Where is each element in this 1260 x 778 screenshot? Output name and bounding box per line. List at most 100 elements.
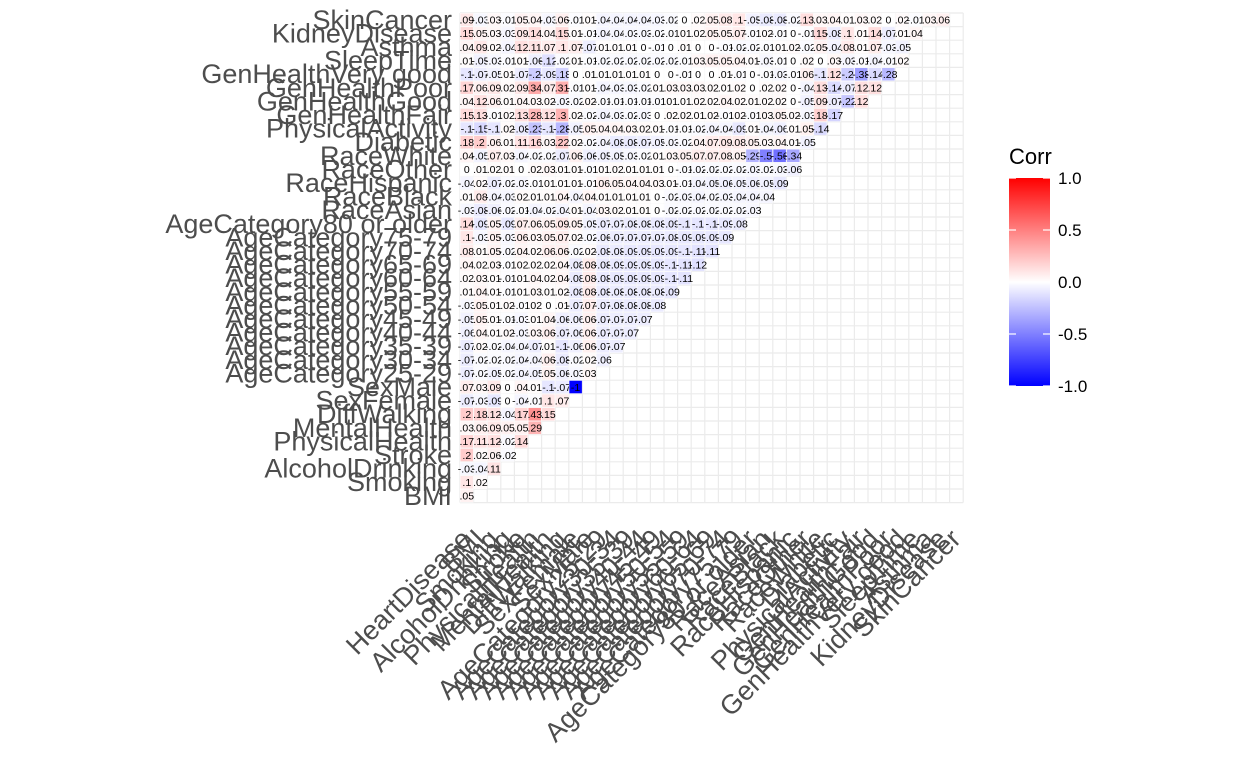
heatmap-cell (623, 53, 637, 68)
heatmap-cell (650, 40, 664, 54)
cell-value-label: -.04 (485, 191, 503, 203)
heatmap-cell (664, 271, 678, 285)
cell-value-label: -.02 (703, 191, 721, 203)
cell-value-label: -.02 (526, 151, 544, 163)
heatmap-cell (596, 285, 610, 299)
cell-value-label: .12 (473, 96, 488, 108)
cell-value-label: -.01 (879, 55, 897, 67)
cell-value-label: .06 (799, 69, 814, 81)
heatmap-cell (487, 121, 501, 136)
heatmap-cell (500, 380, 515, 394)
cell-value-label: -.02 (675, 137, 693, 149)
heatmap-cell (636, 108, 651, 122)
heatmap-cell (555, 53, 569, 68)
cell-value-label: -.02 (662, 55, 680, 67)
cell-value-label: .01 (487, 327, 502, 339)
cell-value-label: .01 (527, 314, 542, 326)
cell-value-label: .11 (514, 137, 528, 149)
cell-value-label: .03 (473, 382, 488, 394)
cell-value-label: .05 (514, 15, 529, 27)
heatmap-cell (500, 94, 515, 109)
heatmap-cell (704, 217, 719, 231)
cell-value-label: -.01 (580, 178, 598, 190)
cell-value-label: -.06 (567, 327, 585, 339)
heatmap-cell (596, 339, 610, 353)
heatmap-cell (514, 217, 528, 231)
cell-value-label: -.03 (471, 232, 489, 244)
cell-value-label: .02 (500, 123, 515, 135)
heatmap-cell (528, 244, 542, 258)
cell-value-label: -.06 (743, 178, 761, 190)
heatmap-cell (664, 189, 678, 204)
legend-tick-label: -0.5 (1058, 325, 1087, 344)
cell-value-label: .04 (582, 191, 597, 203)
cell-value-label: -.03 (743, 164, 761, 176)
heatmap-cell (460, 217, 474, 231)
heatmap-cell (677, 217, 692, 231)
cell-value-label: .09 (487, 382, 502, 394)
heatmap-cell (840, 94, 855, 109)
heatmap-cell (636, 217, 651, 231)
cell-value-label: .03 (595, 205, 610, 217)
heatmap-cell (704, 121, 719, 136)
heatmap-cell (623, 67, 637, 81)
cell-value-label: .01 (514, 55, 529, 67)
heatmap-cell (500, 189, 515, 204)
cell-value-label: -.1 (488, 123, 500, 135)
cell-value-label: 0 (654, 110, 660, 122)
heatmap-cell (528, 203, 542, 217)
cell-value-label: .02 (704, 83, 719, 95)
cell-value-label: .04 (691, 137, 706, 149)
heatmap-cell (732, 67, 746, 81)
cell-value-label: -.05 (594, 151, 612, 163)
heatmap-cell (772, 53, 787, 68)
cell-value-label: .04 (514, 96, 529, 108)
cell-value-label: .01 (854, 42, 869, 54)
cell-value-label: .03 (691, 55, 706, 67)
heatmap-cell (487, 135, 501, 149)
cell-value-label: .06 (473, 83, 488, 95)
heatmap-cell (650, 189, 664, 204)
cell-value-label: -.02 (499, 246, 517, 258)
heatmap-cell (460, 312, 474, 326)
cell-value-label: .05 (473, 314, 488, 326)
cell-value-label: 0 (518, 164, 524, 176)
cell-value-label: -.07 (635, 314, 653, 326)
heatmap-cell (813, 94, 828, 109)
cell-value-label: .05 (745, 137, 760, 149)
cell-value-label: -.02 (662, 205, 680, 217)
cell-value-label: .04 (827, 15, 842, 27)
cell-value-label: -.02 (703, 205, 721, 217)
cell-value-label: -.03 (512, 327, 530, 339)
heatmap-cell (460, 339, 474, 353)
heatmap-cell (555, 339, 569, 353)
cell-value-label: -.07 (567, 300, 585, 312)
cell-value-label: -.01 (648, 96, 666, 108)
heatmap-cell (568, 162, 583, 177)
heatmap-cell (650, 121, 664, 136)
cell-value-label: .01 (718, 69, 733, 81)
cell-value-label: -.56 (771, 151, 789, 163)
cell-value-label: .06 (541, 355, 556, 367)
cell-value-label: .03 (541, 137, 556, 149)
cell-value-label: .01 (500, 69, 515, 81)
cell-value-label: .02 (731, 110, 746, 122)
cell-value-label: .08 (731, 137, 746, 149)
heatmap-cell (460, 149, 474, 163)
cell-value-label: -.01 (675, 123, 693, 135)
cell-value-label: -.09 (621, 273, 639, 285)
cell-value-label: .02 (527, 300, 542, 312)
cell-value-label: -.09 (648, 259, 666, 271)
heatmap-cell (772, 121, 787, 136)
heatmap-cell (840, 53, 855, 68)
cell-value-label: .05 (718, 55, 733, 67)
cell-value-label: .06 (487, 450, 502, 462)
cell-value-label: -.02 (716, 164, 734, 176)
cell-value-label: .05 (541, 219, 556, 231)
cell-value-label: .03 (827, 55, 842, 67)
cell-value-label: .05 (459, 491, 474, 503)
heatmap-cell (786, 67, 800, 81)
heatmap-cell (596, 203, 610, 217)
cell-value-label: -.07 (621, 327, 639, 339)
cell-value-label: -.08 (621, 300, 639, 312)
